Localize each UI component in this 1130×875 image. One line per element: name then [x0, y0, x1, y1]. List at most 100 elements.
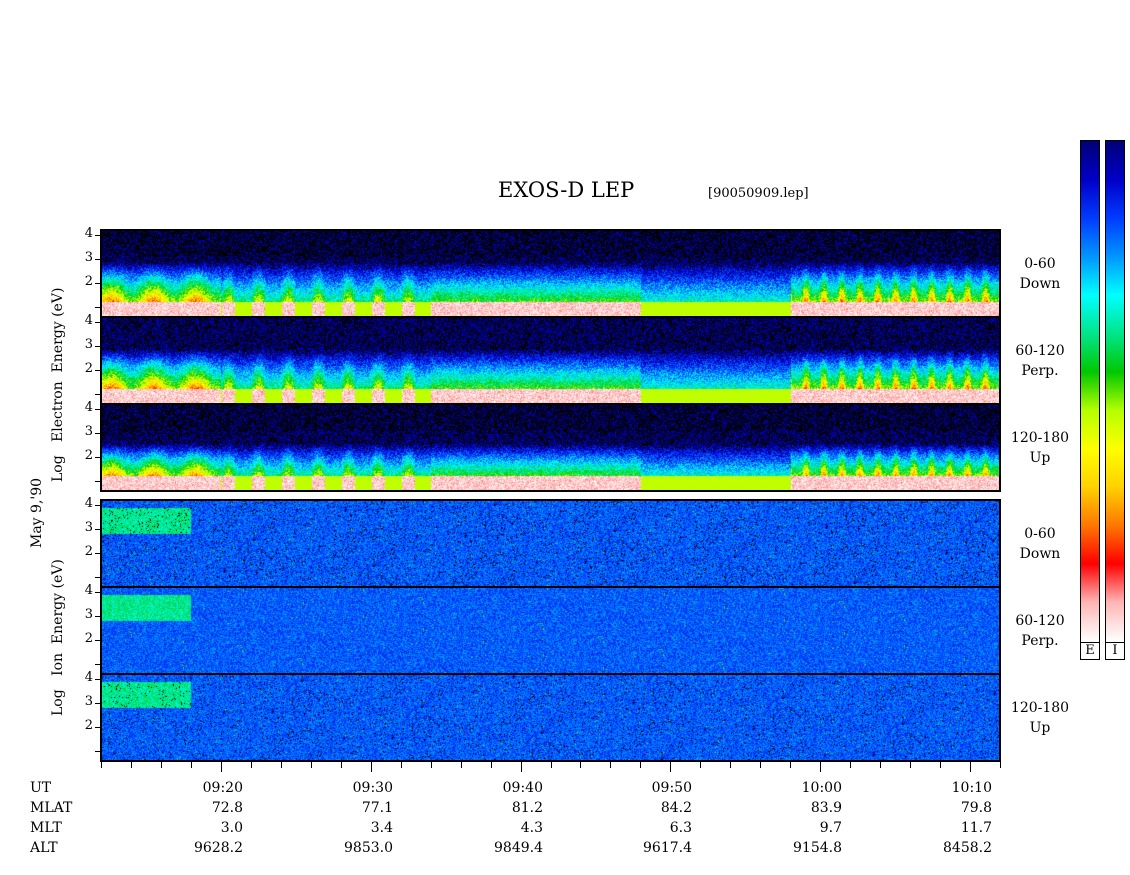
x-tick-mark [820, 762, 821, 772]
ephemeris-value: 9.7 [819, 820, 842, 836]
x-tick-mark [161, 762, 162, 768]
y-tick-label: 3 [84, 520, 93, 535]
x-tick-mark [610, 762, 611, 768]
ion-colorbar [1105, 140, 1125, 660]
panel-divider [101, 403, 1000, 405]
x-tick-mark [311, 762, 312, 768]
electron-down-panel [101, 230, 1000, 317]
y-tick-mark [95, 727, 101, 728]
x-tick-mark [521, 762, 522, 772]
ephemeris-value: 6.3 [669, 820, 692, 836]
y-tick-mark [95, 481, 101, 482]
ephemeris-row-label: ALT [30, 840, 58, 856]
ephemeris-value: 77.1 [361, 800, 393, 816]
ephemeris-value: 9628.2 [194, 840, 243, 856]
x-tick-mark [281, 762, 282, 768]
y-tick-label: 3 [84, 424, 93, 439]
x-tick-mark [461, 762, 462, 768]
x-tick-mark [1000, 762, 1001, 768]
x-tick-mark [940, 762, 941, 768]
file-name: [90050909.lep] [708, 186, 809, 201]
ephemeris-value: 09:30 [352, 780, 393, 796]
y-tick-mark [95, 664, 101, 665]
x-tick-mark [850, 762, 851, 768]
y-tick-mark [95, 409, 101, 410]
pitch-angle-label: 0-60 Down [1019, 256, 1061, 292]
ephemeris-value: 09:20 [202, 780, 243, 796]
ion-axis-label: Log Ion Energy (eV) [50, 559, 66, 716]
date-label: May 9,'90 [29, 477, 45, 548]
x-tick-mark [101, 762, 102, 768]
y-tick-mark [95, 370, 101, 371]
y-tick-mark [95, 577, 101, 578]
x-tick-mark [191, 762, 192, 768]
ephemeris-value: 3.4 [370, 820, 393, 836]
x-tick-mark [790, 762, 791, 768]
y-tick-mark [95, 346, 101, 347]
y-tick-mark [95, 751, 101, 752]
ephemeris-value: 84.2 [660, 800, 692, 816]
x-tick-mark [640, 762, 641, 768]
y-tick-label: 2 [84, 274, 93, 289]
y-tick-label: 3 [84, 694, 93, 709]
electron-colorbar [1080, 140, 1100, 660]
y-tick-mark [95, 283, 101, 284]
y-tick-mark [95, 505, 101, 506]
panel-divider [101, 586, 1000, 588]
ephemeris-value: 09:40 [502, 780, 543, 796]
y-tick-mark [95, 259, 101, 260]
pitch-angle-label: 120-180 Up [1010, 700, 1070, 736]
y-tick-mark [95, 592, 101, 593]
ephemeris-value: 3.0 [220, 820, 243, 836]
x-tick-mark [131, 762, 132, 768]
ephemeris-value: 9154.8 [793, 840, 842, 856]
ephemeris-value: 83.9 [810, 800, 842, 816]
y-tick-label: 3 [84, 607, 93, 622]
x-tick-mark [970, 762, 971, 772]
x-tick-mark [221, 762, 222, 772]
y-tick-label: 3 [84, 337, 93, 352]
ion-up-panel [101, 674, 1000, 761]
y-tick-label: 4 [84, 583, 93, 598]
ephemeris-value: 81.2 [511, 800, 543, 816]
x-tick-mark [670, 762, 671, 772]
ephemeris-value: 10:10 [951, 780, 992, 796]
y-tick-mark [95, 457, 101, 458]
x-tick-mark [371, 762, 372, 772]
x-tick-mark [880, 762, 881, 768]
x-tick-mark [760, 762, 761, 768]
y-tick-label: 2 [84, 718, 93, 733]
ephemeris-value: 9853.0 [344, 840, 393, 856]
y-tick-mark [95, 703, 101, 704]
x-tick-mark [431, 762, 432, 768]
y-tick-mark [95, 616, 101, 617]
y-tick-mark [95, 640, 101, 641]
ephemeris-value: 11.7 [960, 820, 992, 836]
panel-divider [101, 316, 1000, 318]
x-tick-mark [251, 762, 252, 768]
y-tick-label: 4 [84, 226, 93, 241]
x-tick-mark [730, 762, 731, 768]
electron-axis-label: Log Electron Energy (eV) [50, 287, 66, 482]
pitch-angle-label: 60-120 Perp. [1015, 343, 1065, 379]
y-tick-label: 2 [84, 544, 93, 559]
ephemeris-value: 9849.4 [494, 840, 543, 856]
ephemeris-value: 8458.2 [943, 840, 992, 856]
y-tick-label: 4 [84, 496, 93, 511]
ephemeris-value: 4.3 [520, 820, 543, 836]
ephemeris-value: 72.8 [211, 800, 243, 816]
y-tick-mark [95, 307, 101, 308]
x-tick-mark [910, 762, 911, 768]
x-tick-mark [491, 762, 492, 768]
x-tick-mark [580, 762, 581, 768]
y-tick-mark [95, 394, 101, 395]
x-tick-mark [700, 762, 701, 768]
pitch-angle-label: 120-180 Up [1010, 430, 1070, 466]
y-tick-label: 3 [84, 250, 93, 265]
ephemeris-value: 79.8 [960, 800, 992, 816]
pitch-angle-label: 60-120 Perp. [1015, 613, 1065, 649]
y-tick-mark [95, 235, 101, 236]
y-tick-label: 2 [84, 631, 93, 646]
y-tick-label: 4 [84, 313, 93, 328]
